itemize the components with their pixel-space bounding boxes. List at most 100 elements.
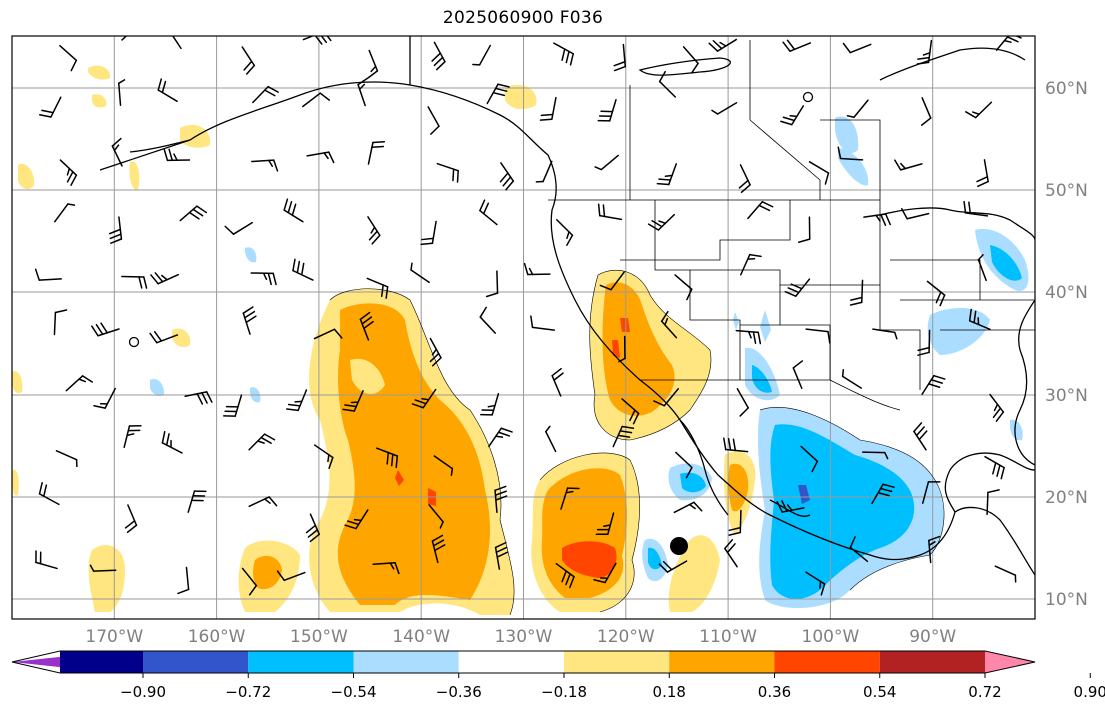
colorbar-segment [60, 651, 143, 673]
wind-barb-icon [292, 258, 314, 281]
wind-barb-icon [342, 390, 364, 412]
wind-barb-icon [479, 199, 498, 226]
wind-barb-icon [499, 162, 515, 191]
wind-barb-icon [863, 213, 891, 226]
wind-barb-icon [313, 328, 343, 340]
wind-barb-icon [171, 36, 182, 50]
wind-barb-icon [248, 496, 278, 508]
wind-barb-icon [410, 262, 430, 284]
colorbar-outline [11, 650, 1036, 674]
wind-barb-icon [711, 101, 738, 115]
wind-barb-icon [780, 105, 805, 126]
wind-barb-icon [913, 422, 928, 451]
wind-barb-icon [921, 374, 946, 395]
latitude-label: 30°N [1045, 386, 1088, 406]
wind-barb-icon [660, 310, 678, 339]
wind-barb-icon [433, 455, 454, 476]
wind-barb-icon [54, 203, 76, 223]
wind-barb-icon [431, 41, 446, 71]
wind-barb-icon [39, 96, 62, 118]
wind-barb-icon [313, 444, 334, 470]
latitude-labels: 60°N 50°N 40°N 30°N 20°N 10°N [1045, 79, 1088, 610]
wind-barb-icon [894, 159, 923, 171]
wind-barb-icon [306, 151, 335, 164]
wind-barb-icon [736, 388, 749, 417]
wind-barb-icon [357, 77, 369, 107]
wind-barb-icon [35, 550, 58, 570]
colorbar-tick-label: −0.36 [436, 683, 482, 701]
wind-barb-icon [150, 272, 179, 285]
wind-barb-icon [302, 92, 331, 108]
wind-barb-icon [523, 262, 551, 276]
wind-barb-icon [427, 106, 440, 135]
wind-barb-icon [359, 311, 374, 341]
wind-barb-icon [530, 315, 556, 331]
wind-barb-icon [91, 322, 120, 337]
wind-barb-icon [984, 455, 1005, 480]
wind-barb-icon [283, 198, 304, 223]
wind-barb-icon [479, 306, 497, 334]
longitude-label: 110°W [699, 627, 757, 647]
wind-barb-icon [184, 391, 213, 405]
wind-barb-icon [555, 562, 575, 589]
colorbar-tick-label: −0.54 [331, 683, 377, 701]
wind-barb-icon [302, 36, 332, 45]
wind-barb-icon [34, 268, 62, 281]
wind-barb-icon [782, 39, 812, 52]
wind-barb-icon [989, 393, 1005, 422]
wind-barb-icon [708, 38, 738, 52]
wind-barb-icon [488, 427, 513, 448]
wind-barb-icon [872, 328, 898, 340]
colorbar-segment [669, 651, 775, 673]
wind-barb-icon [93, 387, 116, 409]
wind-barb-icon [740, 253, 762, 276]
wind-barb-icon [123, 424, 142, 449]
wind-barb-icon [89, 564, 117, 572]
graticule [12, 36, 1035, 619]
wind-barb-icon [926, 280, 946, 307]
colorbar-tick-label: −0.18 [541, 683, 587, 701]
wind-barb-icon [612, 425, 635, 448]
wind-barb-icon [647, 213, 675, 231]
wind-barb-icon [842, 42, 872, 54]
wind-barb-icon [735, 329, 762, 345]
wind-barb-icon [429, 337, 442, 367]
wind-barb-icon [420, 220, 437, 246]
wind-barb-icon [916, 39, 933, 65]
colorbar-segment [879, 651, 985, 673]
calm-circle-icon [802, 91, 814, 103]
wind-barb-icon [658, 560, 688, 573]
wind-barb-icon [367, 49, 379, 79]
wind-barb-icon [251, 159, 279, 172]
wind-barb-icon [121, 275, 148, 289]
colorbar-segment [143, 651, 249, 673]
political-borders [409, 36, 1035, 411]
wind-barb-icon [738, 164, 751, 194]
wind-barb-icon [124, 504, 138, 534]
wind-barb-icon [849, 536, 869, 563]
colorbar-extend-max [985, 651, 1035, 673]
wind-barb-icon [55, 450, 78, 468]
wind-barb-icon [594, 154, 619, 171]
colorbar-tick-label: 0.72 [968, 683, 1001, 701]
longitude-label: 120°W [597, 627, 655, 647]
positive-anomaly-mexico-pacific [531, 452, 640, 612]
positive-anomaly-west [309, 288, 515, 615]
calm-circle-icon [128, 336, 140, 348]
wind-barb-icon [965, 101, 993, 119]
wind-barb-icon [117, 79, 126, 106]
wind-barb-icon [242, 306, 257, 335]
wind-barb-icon [111, 137, 123, 167]
wind-barb-icon [472, 44, 492, 66]
wind-barb-icon [963, 200, 989, 217]
wind-barb-icon [599, 271, 625, 291]
wind-barb-icon [411, 388, 437, 409]
wind-barb-icon [792, 360, 804, 390]
wind-barb-icon [841, 368, 863, 389]
wind-barb-icon [161, 430, 183, 454]
wind-barb-icon [618, 335, 626, 363]
wind-barb-icon [248, 433, 276, 451]
longitude-label: 140°W [392, 627, 450, 647]
wind-barb-icon [431, 534, 446, 564]
wind-barb-icon [728, 509, 742, 536]
